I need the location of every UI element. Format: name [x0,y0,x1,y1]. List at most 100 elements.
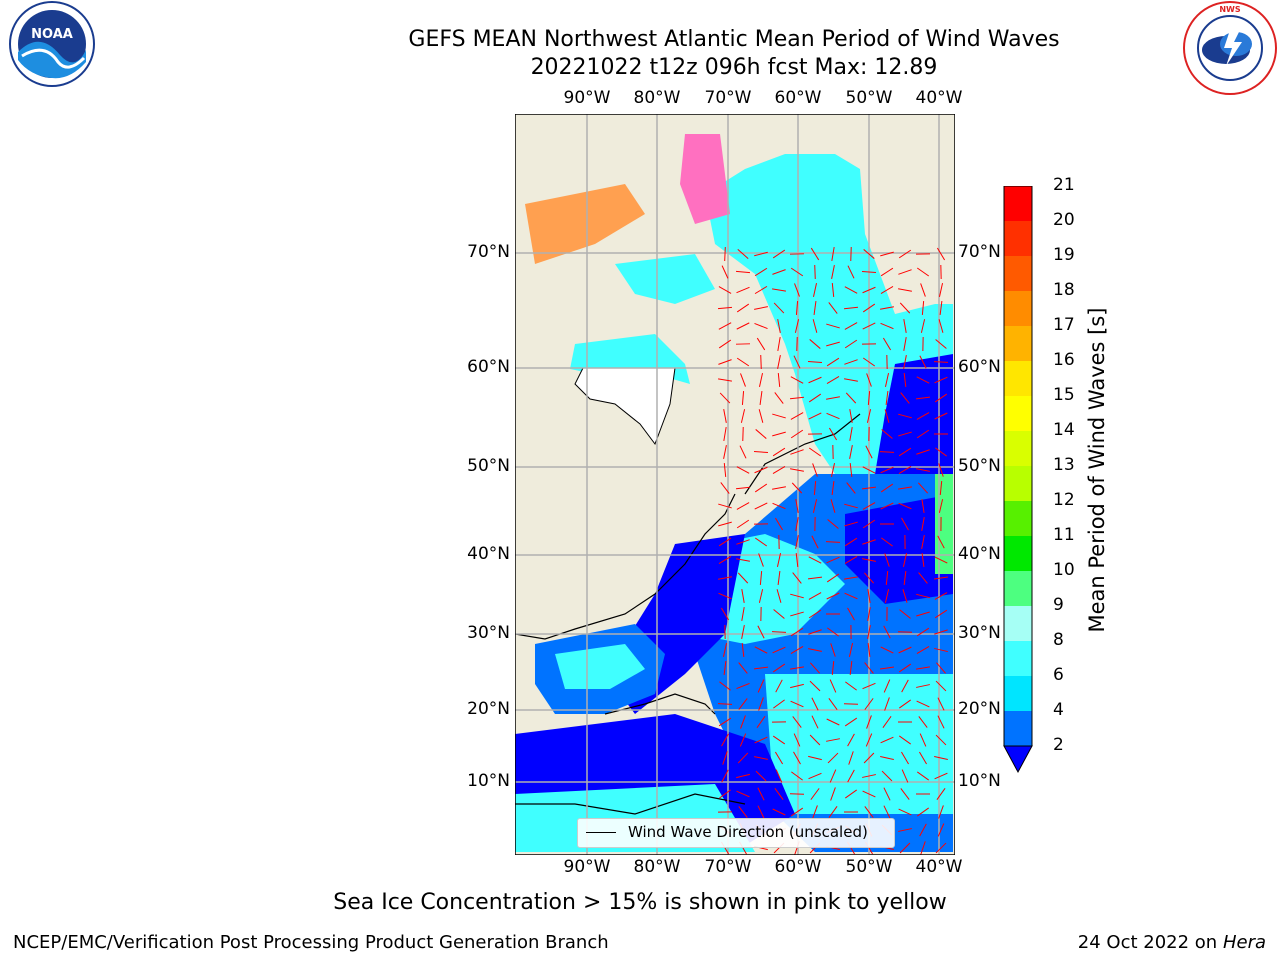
footer-date: 24 Oct 2022 on Hera [1077,932,1266,953]
wave-direction-arrow [862,519,876,529]
wave-direction-arrow [718,339,732,349]
wave-direction-arrow [898,269,912,275]
wave-direction-arrow [830,463,836,477]
wave-direction-arrow [845,392,857,404]
wave-direction-arrow [844,537,858,547]
wave-direction-arrow [808,648,822,652]
wave-direction-arrow [884,553,890,567]
wave-direction-arrow [880,502,894,510]
colorbar-segment [1004,501,1032,537]
lat-label-right: 10°N [958,771,1001,791]
wave-period-map [515,114,955,855]
lat-label-left: 40°N [467,544,510,564]
wave-direction-arrow [880,285,894,295]
colorbar-tick: 6 [1053,665,1064,685]
colorbar-segment [1004,396,1032,432]
wave-direction-arrow [811,697,819,711]
wave-direction-arrow [793,733,801,747]
wave-direction-arrow [826,323,840,329]
wave-direction-arrow [935,447,947,457]
wave-direction-arrow [790,683,804,689]
colorbar [1003,186,1033,774]
wave-direction-arrow [724,246,726,262]
wave-direction-arrow [938,319,944,333]
wave-direction-arrow [921,535,925,549]
wave-direction-arrow [793,751,801,765]
wave-direction-arrow [758,409,764,423]
wave-direction-arrow [916,468,930,472]
lon-label-top: 70°W [704,88,752,108]
wave-direction-arrow [811,535,819,549]
wave-direction-arrow [903,319,907,333]
wave-direction-arrow [795,300,799,316]
wave-direction-arrow [790,666,804,670]
wave-direction-arrow [760,354,762,370]
wave-direction-arrow [717,703,733,705]
wave-direction-arrow [771,631,787,633]
wave-direction-arrow [936,662,946,674]
wave-direction-arrow [826,573,840,583]
colorbar-segment [1004,221,1032,257]
wave-direction-arrow [808,556,822,564]
wave-direction-arrow [754,251,768,257]
colorbar-label: Mean Period of Wind Waves [s] [1085,307,1109,633]
wave-direction-arrow [721,733,729,747]
wave-direction-arrow [775,679,783,693]
wave-direction-arrow [772,431,786,437]
wave-direction-arrow [939,300,943,316]
wave-direction-arrow [862,558,876,562]
wave-direction-arrow [902,589,908,603]
wave-direction-arrow [919,733,927,747]
wave-direction-arrow [880,267,894,277]
colorbar-segment [1004,676,1032,712]
wave-direction-arrow [861,486,877,490]
wave-direction-arrow [933,361,949,363]
wave-direction-arrow [736,790,750,798]
wave-direction-arrow [790,593,804,599]
wave-direction-arrow [916,267,930,277]
lon-label-bottom: 70°W [704,857,752,877]
graticule [515,114,955,855]
wave-direction-arrow [898,466,912,474]
footer-host: Hera [1222,932,1266,953]
wave-direction-arrow [898,663,912,673]
wave-direction-arrow [790,376,804,384]
wave-direction-arrow [736,502,750,510]
wave-direction-arrow [830,643,836,657]
wave-direction-arrow [722,751,728,765]
wave-direction-arrow [807,360,823,364]
map-subtitle: 20221022 t12z 096h fcst Max: 12.89 [530,55,938,80]
footer-credit: NCEP/EMC/Verification Post Processing Pr… [13,932,609,953]
wave-direction-arrow [739,445,747,459]
wave-direction-arrow [862,357,876,367]
colorbar-segment [1004,326,1032,362]
wave-direction-arrow [848,643,854,657]
wave-direction-arrow [938,499,944,513]
wave-direction-arrow [754,306,768,310]
wave-direction-arrow [795,535,799,549]
wave-direction-arrow [721,769,729,783]
wave-direction-arrow [808,609,822,619]
wave-direction-arrow [899,842,911,854]
wave-direction-arrow [795,499,799,513]
wave-direction-arrow [937,697,945,711]
colorbar-segment [1004,641,1032,677]
wave-direction-arrow [736,558,750,562]
wave-direction-arrow [867,589,871,603]
wave-direction-arrow [903,337,907,351]
wave-direction-arrow [831,660,835,676]
wave-direction-arrow [772,465,786,475]
wave-direction-arrow [776,589,782,603]
wave-direction-arrow [723,427,727,441]
wave-direction-arrow [867,607,871,621]
wave-direction-arrow [880,483,894,493]
wave-direction-arrow [880,251,894,257]
wave-direction-arrow [809,680,821,692]
wave-direction-arrow [754,646,768,654]
wave-direction-arrow [935,734,947,746]
wave-direction-arrow [811,715,819,729]
wave-direction-arrow [723,660,727,676]
wave-direction-arrow [719,392,731,404]
wave-direction-arrow [827,752,839,764]
wave-direction-arrow [772,808,786,816]
